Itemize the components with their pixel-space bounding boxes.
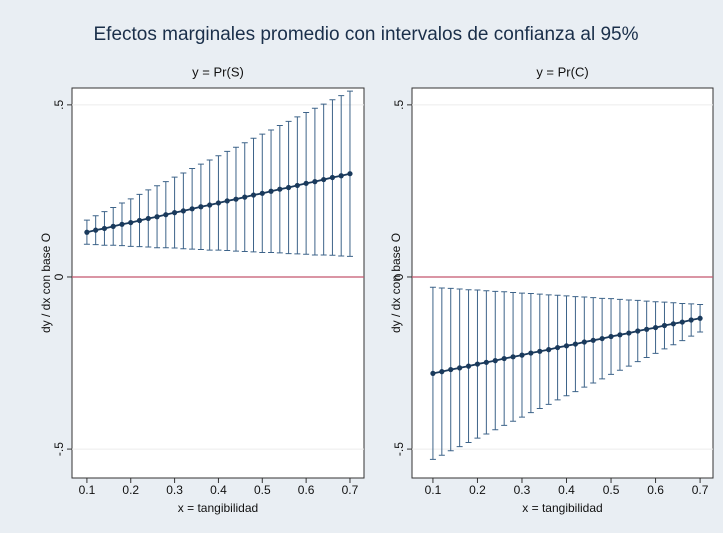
estimate-marker: [688, 317, 694, 323]
estimate-marker: [697, 315, 703, 321]
estimate-marker: [268, 188, 274, 194]
estimate-marker: [93, 227, 99, 233]
estimate-marker: [189, 206, 195, 212]
panel-title: y = Pr(C): [536, 64, 588, 79]
estimate-marker: [136, 217, 143, 224]
estimate-marker: [101, 225, 108, 232]
x-tick-label: 0.1: [425, 483, 442, 497]
estimate-marker: [277, 186, 283, 192]
x-tick-label: 0.4: [558, 483, 575, 497]
estimate-marker: [492, 358, 498, 364]
x-tick-label: 0.7: [692, 483, 709, 497]
estimate-marker: [430, 370, 436, 376]
estimate-marker: [171, 210, 178, 216]
y-tick-label: -.5: [392, 442, 406, 456]
estimate-marker: [457, 365, 463, 371]
estimate-marker: [215, 200, 222, 206]
estimate-marker: [250, 192, 257, 198]
x-tick-label: 0.1: [79, 483, 96, 497]
x-axis-label: x = tangibilidad: [522, 501, 602, 515]
estimate-marker: [312, 179, 318, 185]
estimate-marker: [537, 348, 543, 354]
estimate-marker: [347, 171, 353, 177]
y-tick-label: 0: [392, 273, 406, 280]
estimate-marker: [233, 196, 239, 202]
estimate-marker: [119, 221, 125, 227]
estimate-marker: [599, 335, 605, 342]
estimate-marker: [439, 369, 445, 375]
estimate-marker: [84, 229, 90, 235]
estimate-marker: [448, 366, 454, 373]
estimate-marker: [608, 333, 614, 340]
plot-area: [71, 87, 365, 479]
x-tick-label: 0.5: [254, 483, 271, 497]
x-tick-label: 0.4: [210, 483, 227, 497]
x-tick-label: 0.3: [166, 483, 183, 497]
estimate-marker: [242, 194, 248, 200]
estimate-marker: [338, 173, 344, 179]
estimate-marker: [259, 190, 265, 196]
estimate-marker: [145, 215, 151, 222]
estimate-marker: [555, 344, 561, 351]
estimate-marker: [563, 343, 570, 349]
estimate-marker: [303, 180, 309, 186]
estimate-marker: [519, 352, 525, 358]
estimate-marker: [661, 322, 668, 329]
y-tick-label: 0: [52, 273, 66, 280]
estimate-marker: [572, 341, 579, 347]
estimate-marker: [626, 330, 632, 336]
estimate-marker: [528, 350, 534, 356]
estimate-marker: [510, 354, 516, 360]
y-axis-label: dy / dx con base O: [389, 233, 403, 333]
estimate-marker: [590, 337, 596, 343]
estimate-marker: [321, 176, 327, 183]
y-axis-label: dy / dx con base O: [39, 233, 53, 333]
estimate-marker: [581, 339, 587, 345]
estimate-marker: [128, 219, 134, 226]
x-tick-label: 0.6: [298, 483, 315, 497]
estimate-marker: [546, 347, 552, 353]
estimate-marker: [285, 184, 292, 191]
estimate-marker: [679, 319, 685, 325]
x-tick-label: 0.3: [514, 483, 531, 497]
estimate-marker: [465, 363, 472, 369]
panel-title: y = Pr(S): [192, 64, 244, 79]
y-tick-label: .5: [52, 100, 66, 110]
x-tick-label: 0.7: [342, 483, 359, 497]
main-title: Efectos marginales promedio con interval…: [94, 24, 639, 45]
plot-area: [411, 87, 714, 479]
x-axis-label: x = tangibilidad: [178, 501, 258, 515]
x-tick-label: 0.6: [647, 483, 664, 497]
estimate-marker: [501, 355, 507, 362]
x-tick-label: 0.2: [469, 483, 486, 497]
estimate-marker: [180, 208, 186, 214]
x-tick-label: 0.5: [603, 483, 620, 497]
x-tick-label: 0.2: [122, 483, 139, 497]
estimate-marker: [198, 204, 204, 210]
estimate-marker: [617, 332, 623, 338]
estimate-marker: [294, 182, 300, 189]
estimate-marker: [644, 326, 650, 332]
estimate-marker: [329, 174, 336, 181]
estimate-marker: [163, 212, 169, 218]
estimate-marker: [635, 328, 641, 334]
estimate-marker: [670, 321, 676, 327]
y-tick-label: -.5: [52, 442, 66, 456]
estimate-marker: [207, 202, 213, 208]
estimate-marker: [483, 359, 489, 365]
y-tick-label: .5: [392, 100, 406, 110]
estimate-marker: [474, 361, 481, 367]
estimate-marker: [110, 223, 116, 229]
estimate-marker: [154, 214, 160, 220]
estimate-marker: [224, 198, 230, 204]
estimate-marker: [652, 324, 659, 331]
